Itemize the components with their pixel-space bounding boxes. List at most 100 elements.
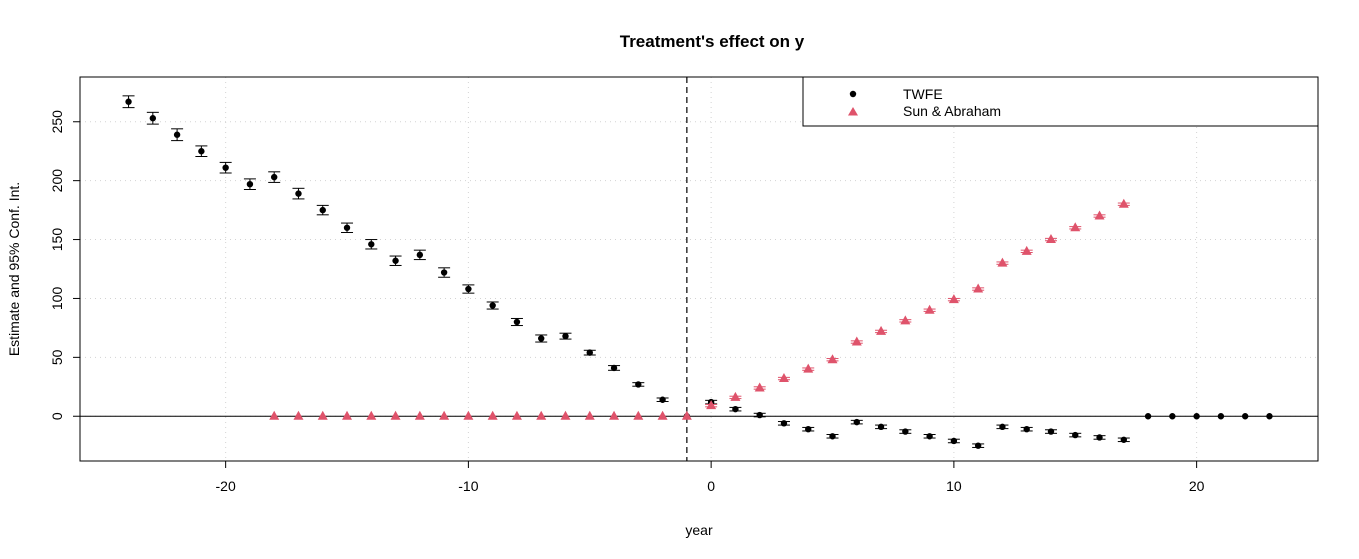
data-point-0-5 <box>246 180 254 188</box>
data-point-1-1 <box>293 410 304 420</box>
y-tick-label-0: 0 <box>49 412 65 420</box>
data-point-1-20 <box>754 382 765 392</box>
data-point-0-20 <box>610 364 618 372</box>
data-point-1-30 <box>997 257 1008 267</box>
legend-marker-twfe <box>849 90 857 98</box>
data-point-1-32 <box>1045 234 1056 244</box>
data-point-0-13 <box>440 269 448 276</box>
y-tick-label-1: 50 <box>49 349 65 365</box>
data-point-0-12 <box>416 251 424 259</box>
data-point-0-15 <box>489 302 496 309</box>
data-point-1-31 <box>1021 245 1032 255</box>
data-point-1-0 <box>269 410 280 420</box>
data-point-0-17 <box>538 335 545 342</box>
data-point-0-42 <box>1144 413 1152 420</box>
data-point-1-35 <box>1118 198 1129 208</box>
y-tick-label-3: 150 <box>49 228 65 252</box>
data-point-1-23 <box>827 354 838 364</box>
data-point-0-44 <box>1193 413 1200 420</box>
data-point-0-7 <box>295 190 302 197</box>
y-tick-label-2: 100 <box>49 287 65 311</box>
data-point-0-1 <box>149 115 157 122</box>
data-point-0-38 <box>1047 428 1055 435</box>
data-point-0-18 <box>562 332 569 340</box>
data-point-1-6 <box>414 410 425 420</box>
data-point-1-28 <box>948 294 959 304</box>
data-point-0-46 <box>1241 413 1249 420</box>
data-point-1-19 <box>730 391 741 401</box>
reference-lines <box>80 77 1318 461</box>
data-point-0-30 <box>853 418 860 426</box>
data-point-1-2 <box>317 410 328 420</box>
data-point-0-10 <box>368 241 375 248</box>
x-axis: -20 -10 0 10 20 <box>216 461 1205 494</box>
data-point-1-10 <box>511 410 522 420</box>
grid <box>80 77 1318 461</box>
data-point-1-16 <box>657 410 668 420</box>
legend: TWFE Sun & Abraham <box>802 76 1319 127</box>
legend-label-twfe: TWFE <box>903 86 943 102</box>
data-point-0-39 <box>1072 431 1079 439</box>
data-point-0-16 <box>513 318 521 326</box>
data-point-1-14 <box>609 410 620 420</box>
data-point-0-43 <box>1169 413 1176 420</box>
data-point-1-11 <box>536 410 547 420</box>
y-tick-label-4: 200 <box>49 169 65 193</box>
data-point-0-34 <box>950 437 958 445</box>
data-point-1-13 <box>584 410 595 420</box>
data-point-1-26 <box>900 315 911 325</box>
data-point-1-34 <box>1094 210 1105 220</box>
data-point-0-2 <box>173 131 181 138</box>
data-point-1-15 <box>633 410 644 420</box>
data-point-0-33 <box>926 433 933 440</box>
data-point-0-28 <box>805 425 812 433</box>
data-point-0-4 <box>222 164 229 171</box>
data-point-0-11 <box>392 257 399 264</box>
data-point-0-19 <box>586 349 593 356</box>
plot-frame <box>79 76 1319 462</box>
series-0 <box>122 95 1273 449</box>
data-point-1-18 <box>706 400 717 410</box>
data-point-1-8 <box>463 410 474 420</box>
x-tick-label-0: -20 <box>216 478 236 494</box>
data-point-0-35 <box>974 442 982 449</box>
chart-title: Treatment's effect on y <box>620 32 805 51</box>
data-point-0-29 <box>829 433 836 440</box>
data-point-1-9 <box>487 410 498 420</box>
data-point-0-25 <box>732 405 739 413</box>
data-point-0-8 <box>319 206 326 214</box>
y-tick-label-5: 250 <box>49 110 65 134</box>
data-point-0-32 <box>902 428 909 435</box>
data-point-0-27 <box>780 420 788 427</box>
data-point-0-22 <box>659 396 666 403</box>
data-point-1-21 <box>778 373 789 383</box>
data-point-0-40 <box>1096 434 1103 441</box>
x-tick-label-2: 0 <box>707 478 715 494</box>
data-point-1-27 <box>924 304 935 314</box>
data-point-1-12 <box>560 410 571 420</box>
series-layer <box>122 95 1273 449</box>
legend-label-sun-abraham: Sun & Abraham <box>903 103 1001 119</box>
data-point-1-3 <box>342 410 353 420</box>
data-point-0-14 <box>465 285 472 293</box>
data-point-0-45 <box>1217 413 1225 420</box>
data-point-1-17 <box>681 410 692 420</box>
data-point-1-7 <box>439 410 450 420</box>
data-point-1-22 <box>803 363 814 373</box>
x-tick-label-1: -10 <box>458 478 478 494</box>
data-point-0-31 <box>877 423 885 431</box>
data-point-0-41 <box>1120 436 1128 443</box>
data-point-1-33 <box>1070 222 1081 232</box>
x-tick-label-4: 20 <box>1189 478 1205 494</box>
x-axis-label: year <box>685 522 713 538</box>
x-tick-label-3: 10 <box>946 478 962 494</box>
data-point-0-9 <box>343 224 351 231</box>
data-point-0-47 <box>1266 413 1273 420</box>
y-axis: 0 50 100 150 200 250 <box>49 110 80 420</box>
legend-marker-sun-abraham <box>848 107 858 116</box>
data-point-0-37 <box>1023 425 1030 433</box>
y-axis-label: Estimate and 95% Conf. Int. <box>6 182 22 356</box>
data-point-0-0 <box>125 98 132 105</box>
data-point-0-6 <box>270 173 278 181</box>
